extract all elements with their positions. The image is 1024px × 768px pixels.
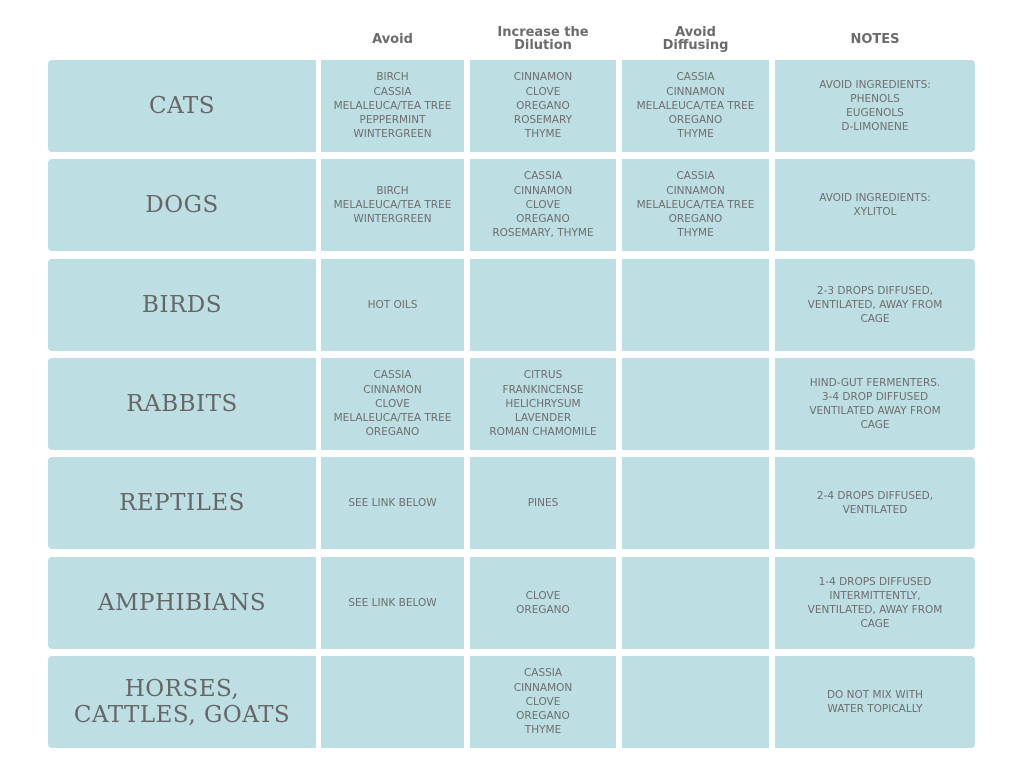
avoid-cell: HOT OILS (321, 259, 464, 351)
notes-cell: DO NOT MIX WITH WATER TOPICALLY (775, 656, 975, 748)
table-row-horses-cattles-goats: HORSES, CATTLES, GOATS CASSIA CINNAMON C… (0, 656, 1024, 748)
animal-label: BIRDS (48, 259, 316, 351)
increase-dilution-cell: CINNAMON CLOVE OREGANO ROSEMARY THYME (470, 60, 616, 152)
table-row-birds: BIRDS HOT OILS 2-3 DROPS DIFFUSED, VENTI… (0, 259, 1024, 351)
avoid-diffusing-cell: CASSIA CINNAMON MELALEUCA/TEA TREE OREGA… (622, 60, 769, 152)
table-header: Avoid Increase the Dilution Avoid Diffus… (0, 18, 1024, 60)
increase-dilution-cell: CASSIA CINNAMON CLOVE OREGANO THYME (470, 656, 616, 748)
table-row-reptiles: REPTILES SEE LINK BELOW PINES 2-4 DROPS … (0, 457, 1024, 549)
header-avoid: Avoid (372, 31, 413, 47)
table-row-amphibians: AMPHIBIANS SEE LINK BELOW CLOVE OREGANO … (0, 557, 1024, 649)
notes-cell: AVOID INGREDIENTS: XYLITOL (775, 159, 975, 251)
avoid-diffusing-cell (622, 358, 769, 450)
avoid-cell: SEE LINK BELOW (321, 557, 464, 649)
table-row-rabbits: RABBITS CASSIA CINNAMON CLOVE MELALEUCA/… (0, 358, 1024, 450)
header-increase-dilution: Increase the Dilution (497, 25, 589, 53)
avoid-cell: BIRCH MELALEUCA/TEA TREE WINTERGREEN (321, 159, 464, 251)
avoid-cell: BIRCH CASSIA MELALEUCA/TEA TREE PEPPERMI… (321, 60, 464, 152)
avoid-diffusing-cell (622, 557, 769, 649)
notes-cell: HIND-GUT FERMENTERS. 3-4 DROP DIFFUSED V… (775, 358, 975, 450)
increase-dilution-cell (470, 259, 616, 351)
avoid-diffusing-cell (622, 259, 769, 351)
notes-cell: 1-4 DROPS DIFFUSED INTERMITTENTLY, VENTI… (775, 557, 975, 649)
animal-label: HORSES, CATTLES, GOATS (48, 656, 316, 748)
avoid-diffusing-cell (622, 457, 769, 549)
avoid-cell (321, 656, 464, 748)
table-row-cats: CATS BIRCH CASSIA MELALEUCA/TEA TREE PEP… (0, 60, 1024, 152)
increase-dilution-cell: CITRUS FRANKINCENSE HELICHRYSUM LAVENDER… (470, 358, 616, 450)
animal-label: CATS (48, 60, 316, 152)
notes-cell: AVOID INGREDIENTS: PHENOLS EUGENOLS D-LI… (775, 60, 975, 152)
increase-dilution-cell: CASSIA CINNAMON CLOVE OREGANO ROSEMARY, … (470, 159, 616, 251)
avoid-cell: CASSIA CINNAMON CLOVE MELALEUCA/TEA TREE… (321, 358, 464, 450)
animal-label: REPTILES (48, 457, 316, 549)
header-notes: NOTES (850, 31, 900, 47)
animal-label: RABBITS (48, 358, 316, 450)
increase-dilution-cell: PINES (470, 457, 616, 549)
increase-dilution-cell: CLOVE OREGANO (470, 557, 616, 649)
avoid-cell: SEE LINK BELOW (321, 457, 464, 549)
avoid-diffusing-cell: CASSIA CINNAMON MELALEUCA/TEA TREE OREGA… (622, 159, 769, 251)
table-row-dogs: DOGS BIRCH MELALEUCA/TEA TREE WINTERGREE… (0, 159, 1024, 251)
animal-label: AMPHIBIANS (48, 557, 316, 649)
notes-cell: 2-3 DROPS DIFFUSED, VENTILATED, AWAY FRO… (775, 259, 975, 351)
header-avoid-diffusing: Avoid Diffusing (662, 25, 729, 53)
notes-cell: 2-4 DROPS DIFFUSED, VENTILATED (775, 457, 975, 549)
avoid-diffusing-cell (622, 656, 769, 748)
animal-label: DOGS (48, 159, 316, 251)
